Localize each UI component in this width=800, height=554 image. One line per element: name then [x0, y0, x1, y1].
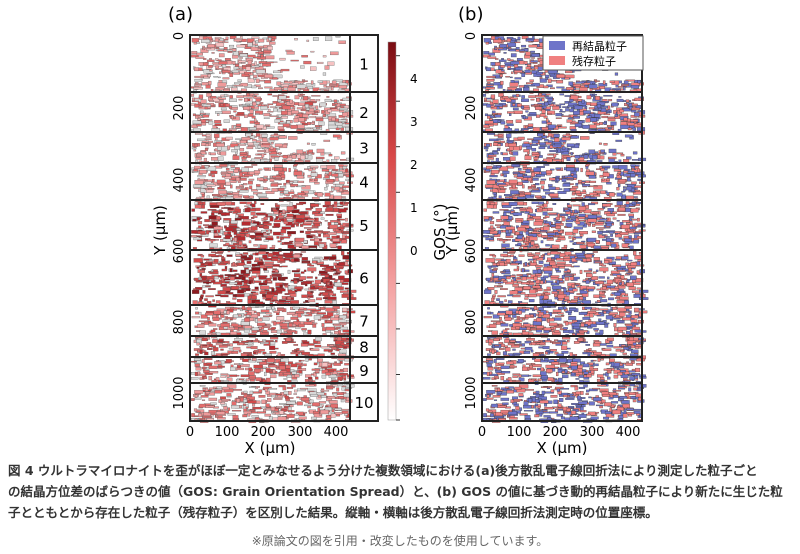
caption-line: 図 4 ウルトラマイロナイトを歪がほぼ一定とみなせるよう分けた複数領域における(… [8, 463, 758, 478]
panel-a-frame [189, 34, 379, 422]
y-axis-b: 0 200 400 600 800 1000 Y (μm) [443, 32, 479, 410]
cb-tick: 0 [410, 244, 418, 258]
region-dividers-b [482, 91, 642, 384]
y-tick: 400 [172, 168, 187, 193]
region-dividers-a [190, 91, 378, 384]
cb-tick: 4 [410, 72, 418, 86]
x-axis-a: 0 100 200 300 400 X (μm) [186, 425, 349, 457]
x-tick: 400 [324, 425, 349, 440]
y-tick: 400 [464, 168, 479, 193]
colorbar-label: GOS (°) [431, 204, 449, 261]
y-tick: 1000 [464, 376, 479, 409]
region-labels: 1 2 3 4 5 6 7 8 9 10 [354, 56, 373, 413]
legend-swatch-recrystallized [549, 41, 565, 50]
y-tick: 200 [172, 96, 187, 121]
region-label: 3 [359, 140, 369, 158]
panel-label-b: (b) [458, 4, 483, 25]
y-axis-label: Y (μm) [443, 205, 461, 256]
region-label: 5 [359, 217, 369, 235]
panel-a-map: 1 2 3 4 5 6 7 8 9 10 [189, 34, 379, 423]
y-tick: 1000 [172, 376, 187, 409]
cb-tick: 1 [410, 201, 418, 215]
y-tick: 0 [172, 32, 187, 40]
region-label: 6 [359, 270, 369, 288]
y-tick: 200 [464, 96, 479, 121]
y-tick: 800 [464, 310, 479, 335]
region-label: 9 [359, 362, 369, 380]
gos-colorbar: 0 1 2 3 4 GOS (°) [387, 41, 449, 421]
panel-b-map [481, 34, 649, 423]
x-tick: 200 [543, 425, 568, 440]
y-axis-a: 0 200 400 600 800 1000 Y (μm) [151, 32, 187, 410]
y-tick: 0 [464, 32, 479, 40]
x-tick: 300 [288, 425, 313, 440]
gos-map-texture [190, 35, 357, 423]
panel-label-a: (a) [168, 4, 193, 25]
figure-caption: 図 4 ウルトラマイロナイトを歪がほぼ一定とみなせるよう分けた複数領域における(… [8, 460, 794, 523]
region-label: 10 [354, 394, 373, 412]
x-tick: 0 [186, 425, 194, 440]
x-axis-label: X (μm) [537, 439, 588, 457]
legend-label: 残存粒子 [572, 54, 616, 68]
x-axis-b: 0 100 200 300 400 X (μm) [478, 425, 641, 457]
region-label: 8 [359, 339, 369, 357]
x-tick: 300 [580, 425, 605, 440]
region-label: 1 [359, 56, 369, 74]
caption-line: の結晶方位差のばらつきの値（GOS: Grain Orientation Spr… [8, 484, 783, 499]
x-tick: 200 [251, 425, 276, 440]
cb-tick: 2 [410, 158, 418, 172]
y-axis-label: Y (μm) [151, 205, 169, 256]
x-tick: 100 [215, 425, 240, 440]
region-label: 7 [359, 313, 369, 331]
y-tick: 800 [172, 310, 187, 335]
panel-b-frame [481, 34, 643, 422]
caption-line: 子とともとから存在した粒子（残存粒子）を区別した結果。縦軸・横軸は後方散乱電子線… [8, 505, 658, 520]
grain-classification-texture [482, 35, 649, 423]
legend-label: 再結晶粒子 [572, 39, 627, 53]
cb-tick: 3 [410, 115, 418, 129]
x-tick: 400 [616, 425, 641, 440]
region-label: 2 [359, 104, 369, 122]
x-axis-label: X (μm) [245, 439, 296, 457]
x-tick: 0 [478, 425, 486, 440]
region-label: 4 [359, 174, 369, 192]
y-tick: 600 [464, 239, 479, 264]
legend: 再結晶粒子 残存粒子 [542, 35, 644, 71]
legend-swatch-relict [549, 56, 565, 65]
y-tick: 600 [172, 239, 187, 264]
source-note: ※原論文の図を引用・改変したものを使用しています。 [251, 534, 549, 548]
x-tick: 100 [507, 425, 532, 440]
